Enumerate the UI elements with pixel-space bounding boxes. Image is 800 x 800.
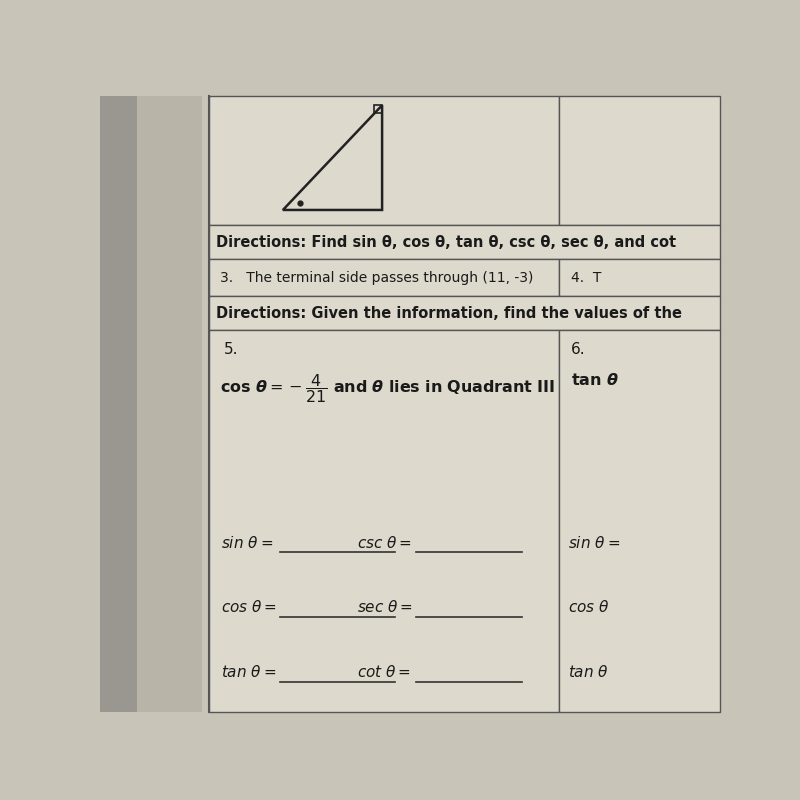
Bar: [209, 226, 720, 259]
Text: $cos\ \theta =$: $cos\ \theta =$: [221, 599, 277, 615]
Text: $sin\ \theta =$: $sin\ \theta =$: [221, 534, 273, 550]
Bar: [558, 96, 720, 226]
Text: $tan\ \theta$: $tan\ \theta$: [568, 664, 609, 680]
Text: 4.  T: 4. T: [571, 270, 602, 285]
Text: $sin\ \theta =$: $sin\ \theta =$: [568, 534, 620, 550]
Bar: [558, 259, 720, 296]
Bar: [209, 96, 558, 226]
Text: Directions: Given the information, find the values of the: Directions: Given the information, find …: [216, 306, 682, 321]
Text: $\mathbf{cos}\ \boldsymbol{\theta} = -\dfrac{4}{21}\ \mathbf{and}\ \boldsymbol{\: $\mathbf{cos}\ \boldsymbol{\theta} = -\d…: [220, 372, 555, 405]
Text: $\mathbf{tan}\ \boldsymbol{\theta}$: $\mathbf{tan}\ \boldsymbol{\theta}$: [571, 372, 618, 388]
Bar: [100, 96, 138, 712]
Bar: [209, 330, 558, 712]
Text: Directions: Find sin θ, cos θ, tan θ, csc θ, sec θ, and cot: Directions: Find sin θ, cos θ, tan θ, cs…: [216, 235, 676, 250]
Text: $tan\ \theta =$: $tan\ \theta =$: [221, 664, 276, 680]
Bar: [209, 259, 558, 296]
Text: $csc\ \theta =$: $csc\ \theta =$: [358, 534, 412, 550]
Bar: [209, 296, 720, 330]
Text: 6.: 6.: [571, 342, 586, 358]
Bar: [558, 330, 720, 712]
Text: 5.: 5.: [224, 342, 238, 358]
Bar: [138, 96, 202, 712]
Text: $cot\ \theta =$: $cot\ \theta =$: [358, 664, 411, 680]
Text: $sec\ \theta =$: $sec\ \theta =$: [358, 599, 414, 615]
Text: $cos\ \theta$: $cos\ \theta$: [568, 599, 610, 615]
Text: 3.   The terminal side passes through (11, -3): 3. The terminal side passes through (11,…: [220, 270, 533, 285]
